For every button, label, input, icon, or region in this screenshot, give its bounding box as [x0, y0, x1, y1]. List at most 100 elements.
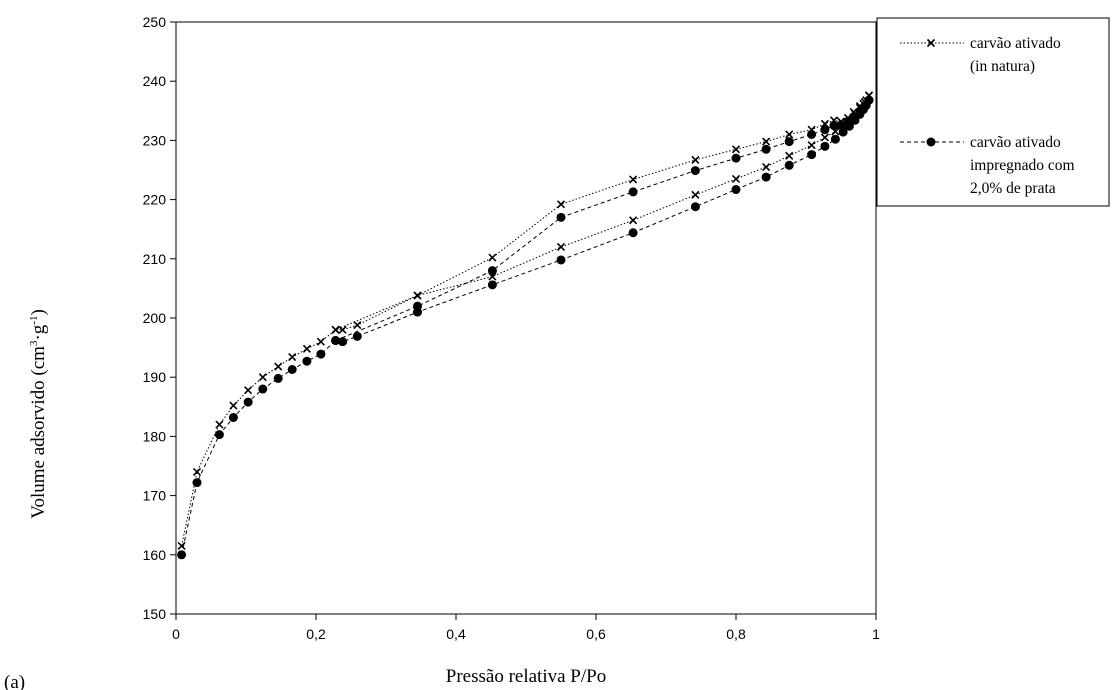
data-point-x [556, 200, 566, 209]
data-point-circle [628, 187, 638, 197]
data-point-circle [331, 335, 341, 345]
legend-marker-x-icon [926, 38, 936, 48]
data-point-circle [836, 120, 846, 130]
data-point-circle [855, 106, 865, 116]
legend-box [876, 17, 1110, 207]
data-point-circle [556, 212, 566, 222]
data-point-x [556, 242, 566, 252]
data-point-x [413, 291, 422, 300]
data-point-x [488, 253, 497, 262]
legend-entry-in-natura: carvão ativado (in natura) [900, 35, 1061, 75]
y-axis-title-end: ) [28, 309, 49, 315]
data-point-circle [287, 365, 297, 375]
legend-marker-circle-icon [926, 137, 936, 147]
data-point-x [288, 353, 297, 362]
data-point-circle [556, 255, 566, 265]
data-point-x [731, 145, 741, 154]
data-point-circle [258, 384, 268, 394]
legend: carvão ativado (in natura) carvão ativad… [876, 17, 1110, 207]
y-tick-label: 250 [143, 14, 167, 30]
data-point-circle [228, 412, 238, 422]
data-point-x [691, 190, 700, 199]
series-layer [177, 91, 874, 560]
data-point-x [244, 386, 253, 395]
legend-label-in-natura-line2: (in natura) [970, 58, 1035, 75]
data-point-circle [838, 127, 848, 137]
data-point-x [331, 325, 340, 334]
y-tick-label: 180 [143, 428, 167, 444]
data-point-x [691, 155, 700, 165]
data-point-circle [413, 301, 422, 311]
x-tick-label: 0 [172, 626, 180, 642]
panel-label: (a) [4, 672, 25, 690]
data-point-x [785, 151, 794, 160]
y-tick-label: 240 [143, 73, 167, 89]
data-point-x [177, 541, 186, 550]
data-point-circle [820, 125, 830, 135]
series-1 [177, 95, 874, 560]
data-point-circle [843, 116, 853, 126]
y-tick-label: 170 [143, 488, 167, 504]
data-point-x [316, 337, 325, 346]
data-point-x [353, 321, 362, 330]
y-tick-label: 160 [143, 547, 167, 563]
data-point-circle [761, 172, 771, 182]
data-point-x [807, 141, 816, 150]
data-point-x [762, 162, 771, 172]
data-point-circle [352, 331, 362, 341]
data-point-circle [243, 397, 253, 407]
legend-label-in-natura-line1: carvão ativado [970, 35, 1061, 52]
data-point-x [820, 133, 829, 142]
data-point-circle [761, 144, 771, 154]
data-point-x [258, 373, 267, 382]
data-point-circle [214, 430, 224, 440]
data-point-circle [731, 185, 741, 195]
legend-label-silver-line3: 2,0% de prata [970, 180, 1056, 197]
data-point-circle [784, 137, 794, 147]
data-point-x [731, 174, 741, 183]
data-point-circle [177, 550, 187, 560]
x-axis-title: Pressão relativa P/Po [446, 666, 606, 687]
data-point-x [762, 137, 771, 146]
data-point-x [629, 175, 638, 184]
y-tick-label: 210 [143, 251, 167, 267]
data-point-x [274, 362, 283, 371]
axes: 150 160 170 180 190 200 210 220 230 240 250 0 0,2 0,4… [143, 14, 880, 642]
data-point-circle [830, 134, 840, 144]
data-point-x [338, 325, 347, 334]
x-tick-label: 0,8 [726, 626, 746, 642]
data-point-circle [487, 266, 497, 276]
data-point-circle [690, 202, 700, 212]
y-tick-label: 230 [143, 132, 167, 148]
y-axis-title: Volume adsorvido (cm3·g-1) [28, 309, 49, 519]
y-axis-title-sup2: -1 [28, 316, 40, 325]
x-tick-label: 0,4 [446, 626, 466, 642]
data-point-circle [784, 160, 794, 170]
data-point-circle [316, 349, 326, 359]
data-point-circle [487, 280, 497, 290]
data-point-circle [192, 478, 202, 488]
y-tick-label: 220 [143, 192, 167, 208]
y-axis-title-main: Volume adsorvido (cm [28, 346, 49, 519]
data-point-circle [731, 153, 741, 163]
y-axis-title-sup1: 3 [28, 340, 40, 346]
data-point-x [192, 467, 202, 476]
data-point-circle [807, 150, 817, 160]
data-point-circle [302, 356, 312, 366]
y-tick-label: 150 [143, 606, 167, 622]
legend-label-silver-line1: carvão ativado [970, 134, 1061, 151]
x-tick-label: 0,2 [306, 626, 326, 642]
data-point-x [302, 344, 311, 353]
x-tick-label: 0,6 [586, 626, 606, 642]
legend-label-silver-line2: impregnado com [970, 157, 1075, 174]
data-point-x [215, 420, 224, 429]
data-point-circle [807, 129, 817, 139]
data-point-x [629, 216, 638, 225]
x-tick-label: 1 [872, 626, 880, 642]
data-point-circle [628, 228, 638, 238]
legend-entry-silver: carvão ativado impregnado com 2,0% de pr… [900, 134, 1075, 197]
y-tick-label: 190 [143, 369, 167, 385]
y-tick-label: 200 [143, 310, 167, 326]
data-point-circle [690, 166, 700, 176]
